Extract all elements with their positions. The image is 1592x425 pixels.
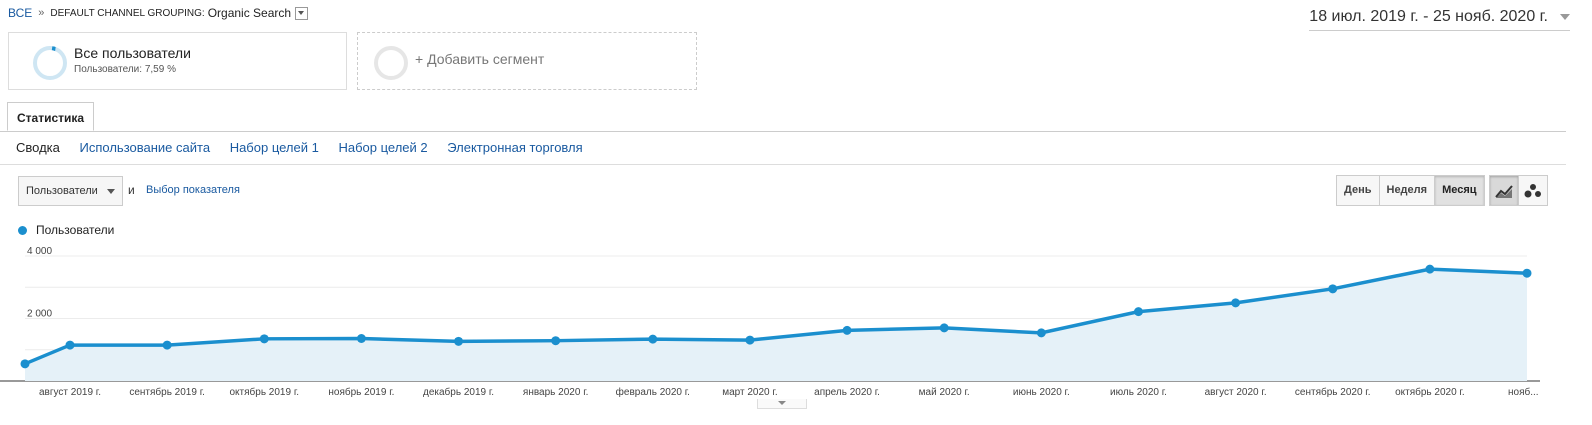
- data-point[interactable]: [162, 340, 172, 350]
- metric-conjunction: и: [128, 183, 135, 197]
- breadcrumb-separator: »: [38, 7, 45, 19]
- y-tick-label: 4 000: [27, 246, 52, 257]
- select-metric-link[interactable]: Выбор показателя: [146, 184, 240, 196]
- add-segment-button[interactable]: + Добавить сегмент: [357, 32, 697, 90]
- data-point[interactable]: [454, 336, 464, 346]
- period-toggle: День Неделя Месяц: [1336, 175, 1485, 206]
- data-point[interactable]: [1522, 268, 1532, 278]
- y-tick-label: 2 000: [27, 309, 52, 320]
- legend-dot: [18, 225, 27, 235]
- x-tick-label: январь 2020 г.: [523, 387, 588, 398]
- series-area: [25, 269, 1527, 381]
- chart-view-toggle: [1489, 175, 1548, 206]
- subnav-ecommerce[interactable]: Электронная торговля: [447, 140, 583, 155]
- subnav-summary[interactable]: Сводка: [16, 140, 60, 155]
- motion-chart-icon[interactable]: [1519, 176, 1547, 205]
- period-day-button[interactable]: День: [1337, 176, 1380, 205]
- line-chart-icon[interactable]: [1490, 176, 1519, 205]
- date-range-label: 18 июл. 2019 г. - 25 нояб. 2020 г.: [1309, 8, 1548, 25]
- data-point[interactable]: [65, 340, 75, 350]
- x-tick-label: октябрь 2020 г.: [1395, 386, 1465, 398]
- data-point[interactable]: [1133, 307, 1143, 317]
- x-tick-label: ноябрь 2019 г.: [328, 386, 394, 398]
- data-point[interactable]: [1231, 298, 1241, 308]
- breadcrumb: ВСЕ » DEFAULT CHANNEL GROUPING: Organic …: [8, 6, 309, 20]
- data-point[interactable]: [939, 323, 949, 333]
- segment-name: Все пользователи: [74, 45, 191, 61]
- x-tick-label: август 2019 г.: [39, 387, 101, 398]
- subnav: Сводка Использование сайта Набор целей 1…: [16, 140, 599, 155]
- empty-segment-ring-icon: [374, 46, 408, 80]
- subnav-site-usage[interactable]: Использование сайта: [79, 140, 211, 155]
- x-tick-label: декабрь 2019 г.: [423, 386, 494, 398]
- caret-down-icon: [107, 189, 115, 194]
- subnav-goal-set-2[interactable]: Набор целей 2: [338, 140, 428, 155]
- data-point[interactable]: [551, 336, 561, 346]
- data-point[interactable]: [356, 334, 366, 343]
- divider: [0, 164, 1566, 165]
- x-tick-label: март 2020 г.: [722, 387, 777, 398]
- x-tick-label: октябрь 2019 г.: [229, 386, 299, 398]
- x-tick-label: сентябрь 2020 г.: [1295, 386, 1371, 398]
- data-point[interactable]: [259, 334, 269, 344]
- date-range-picker[interactable]: 18 июл. 2019 г. - 25 нояб. 2020 г.: [1309, 8, 1570, 31]
- metric-select-value: Пользователи: [26, 185, 98, 197]
- segment-all-users[interactable]: Все пользователи Пользователи: 7,59 %: [8, 32, 347, 90]
- x-tick-label: апрель 2020 г.: [814, 387, 880, 398]
- tab-bar: Статистика: [0, 101, 1566, 132]
- metric-select[interactable]: Пользователи: [18, 176, 123, 206]
- data-point[interactable]: [745, 335, 755, 345]
- add-segment-label: + Добавить сегмент: [415, 51, 545, 67]
- segment-detail: Пользователи: 7,59 %: [74, 64, 176, 75]
- x-tick-label: май 2020 г.: [919, 387, 970, 398]
- x-tick-label: август 2020 г.: [1205, 387, 1267, 398]
- x-tick-label: сентябрь 2019 г.: [129, 386, 205, 398]
- chart-expand-handle[interactable]: [757, 399, 807, 409]
- breadcrumb-all-link[interactable]: ВСЕ: [8, 6, 33, 20]
- users-chart: 2 000 4 000 август 2019 г. сентябрь 2019 г.…: [0, 246, 1540, 398]
- x-tick-label: февраль 2020 г.: [616, 386, 690, 398]
- chevron-down-icon[interactable]: [295, 6, 309, 20]
- period-week-button[interactable]: Неделя: [1379, 176, 1436, 205]
- breadcrumb-value: Organic Search: [207, 6, 292, 20]
- chart-legend: Пользователи: [18, 223, 114, 237]
- caret-down-icon: [1560, 14, 1570, 20]
- data-point[interactable]: [1328, 284, 1338, 294]
- x-tick-label: июнь 2020 г.: [1013, 387, 1070, 398]
- x-tick-label: нояб...: [1508, 386, 1539, 398]
- x-tick-label: июль 2020 г.: [1110, 387, 1167, 398]
- legend-label: Пользователи: [36, 223, 115, 237]
- subnav-goal-set-1[interactable]: Набор целей 1: [229, 140, 319, 155]
- period-month-button[interactable]: Месяц: [1435, 176, 1484, 205]
- data-point[interactable]: [20, 359, 30, 369]
- tab-statistics[interactable]: Статистика: [7, 102, 95, 131]
- data-point[interactable]: [1425, 264, 1435, 274]
- data-point[interactable]: [842, 325, 852, 335]
- segment-ring-icon: [33, 46, 67, 80]
- data-point[interactable]: [648, 334, 658, 344]
- breadcrumb-dimension: DEFAULT CHANNEL GROUPING:: [50, 7, 205, 19]
- data-point[interactable]: [1036, 328, 1046, 338]
